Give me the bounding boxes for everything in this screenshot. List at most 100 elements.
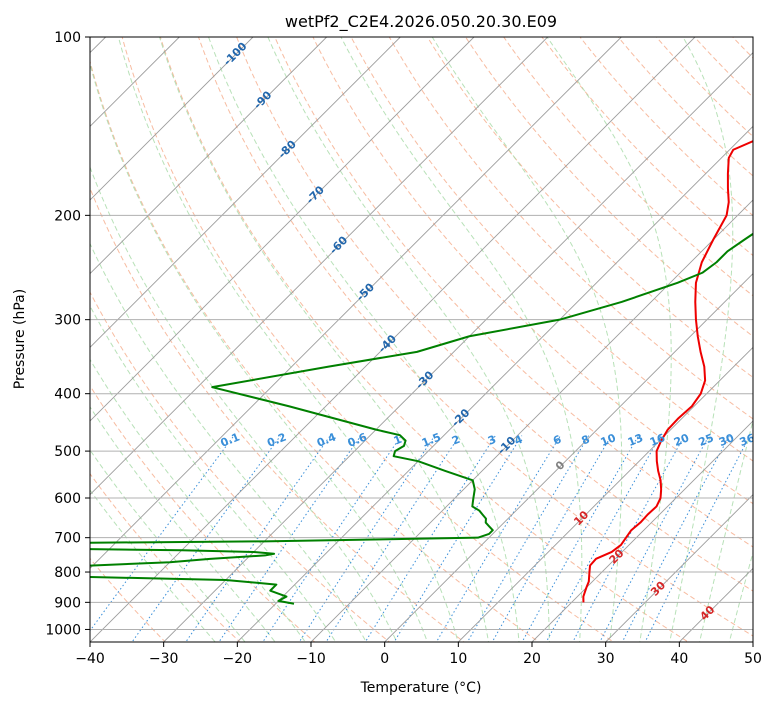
y-tick-label: 800: [54, 565, 81, 581]
dry-adiabat: [90, 186, 465, 642]
dry-adiabat: [655, 37, 753, 138]
x-tick-label: 30: [597, 651, 615, 667]
isotherm-line: [90, 37, 401, 348]
dry-adiabat: [121, 37, 615, 642]
isotherm-label: 0: [553, 458, 568, 473]
isotherm-line: [90, 37, 475, 422]
y-tick-label: 400: [54, 387, 81, 403]
x-tick-label: −30: [149, 651, 179, 667]
mixing-ratio-line: [364, 435, 496, 642]
pressure-grid: [90, 37, 753, 630]
x-tick-label: 0: [380, 651, 389, 667]
temperature-line: [582, 140, 753, 603]
y-axis: 100 200 300 400 500 600 700 800 900 1000: [45, 30, 90, 638]
background-lines: [90, 37, 753, 642]
sounding-series: [90, 140, 753, 605]
mixing-ratio-label: 0.6: [346, 430, 369, 449]
dry-adiabat: [426, 37, 753, 379]
moist-adiabat: [90, 358, 306, 642]
plot-frame: [89, 36, 754, 643]
mixing-ratio-line: [521, 435, 639, 642]
mixing-ratio-label: 0.4: [315, 430, 338, 449]
moist-adiabat: [90, 449, 246, 642]
dry-adiabat: [159, 37, 690, 642]
isotherm-line: [237, 125, 753, 642]
dry-adiabat: [693, 37, 753, 98]
dry-adiabat: [90, 291, 391, 642]
mixing-ratio-label: 20: [672, 431, 691, 449]
moist-adiabat-label: 40: [697, 603, 717, 623]
mixing-ratio-label: 10: [599, 431, 618, 449]
mixing-ratio-label: 36: [738, 431, 757, 449]
y-axis-title: Pressure (hPa): [12, 289, 28, 389]
mixing-ratio-line: [185, 435, 331, 642]
mixing-ratio-line: [325, 435, 460, 642]
mixing-ratio-label: 13: [626, 431, 645, 449]
mixing-ratio-label: 6: [551, 433, 563, 448]
dry-adiabat: [617, 37, 753, 177]
mixing-ratio-label: 1: [392, 433, 404, 448]
isotherm-line: [458, 346, 753, 642]
x-tick-label: −20: [223, 651, 253, 667]
dewpoint-line: [90, 232, 753, 605]
mixing-ratio-line: [599, 435, 710, 642]
mixing-ratio-line: [435, 435, 561, 642]
x-tick-label: −10: [296, 651, 326, 667]
moist-adiabat: [728, 550, 753, 642]
moist-adiabat: [90, 242, 367, 642]
isotherm-label: -100: [221, 39, 250, 68]
moist-adiabat-label: 30: [648, 578, 668, 598]
dry-adiabat: [90, 59, 540, 642]
dry-adiabat: [388, 37, 753, 420]
x-tick-label: 40: [670, 651, 688, 667]
mixing-ratio-line: [491, 435, 612, 642]
dry-adiabat: [541, 37, 753, 257]
mixing-ratio-label: 30: [717, 431, 736, 449]
mixing-ratio-line: [644, 435, 751, 642]
mixing-ratio-line: [572, 435, 685, 642]
dry-adiabat: [464, 37, 753, 337]
dry-adiabat: [236, 37, 753, 592]
isotherm-line: [752, 641, 753, 642]
mixing-ratio-line: [131, 435, 281, 642]
mixing-ratio-line: [545, 435, 661, 642]
isotherm-line: [384, 273, 753, 642]
mixing-ratio-line: [218, 435, 362, 642]
x-tick-label: −40: [75, 651, 105, 667]
mixing-ratio-line: [393, 435, 523, 642]
y-tick-label: 200: [54, 208, 81, 224]
mixing-ratio-line: [466, 435, 590, 642]
isotherm-line: [531, 420, 753, 642]
y-tick-label: 600: [54, 491, 81, 507]
moist-adiabat: [267, 37, 550, 642]
isotherm-label: -70: [304, 183, 327, 206]
mixing-ratio-label: 2: [450, 433, 462, 448]
x-tick-label: 50: [744, 651, 762, 667]
mixing-ratio-label: 16: [648, 431, 667, 449]
dry-adiabat: [90, 384, 316, 642]
moist-adiabat: [699, 418, 753, 642]
moist-adiabat: [208, 37, 520, 642]
mixing-ratio-line: [298, 435, 436, 642]
mixing-ratio-label: 1.5: [420, 430, 443, 449]
dry-adiabat: [503, 37, 753, 297]
x-axis: −40 −30 −20 −10 0 10 20 30 40 50: [75, 642, 762, 667]
isotherm-label: -50: [354, 280, 377, 303]
x-tick-label: 10: [449, 651, 467, 667]
isotherm-line: [679, 567, 753, 642]
y-tick-label: 700: [54, 531, 81, 547]
y-tick-label: 100: [54, 30, 81, 46]
y-tick-label: 1000: [45, 622, 81, 638]
x-axis-title: Temperature (°C): [360, 680, 482, 696]
dry-adiabat: [579, 37, 753, 217]
isotherm-line: [90, 37, 327, 275]
mixing-ratio-label: 3: [486, 433, 498, 448]
isotherm-line: [310, 199, 753, 642]
isotherm-line: [605, 494, 753, 642]
dry-adiabat: [350, 37, 753, 462]
mixing-ratio-line: [90, 435, 235, 632]
moist-adiabat: [90, 304, 337, 642]
y-tick-label: 900: [54, 595, 81, 611]
isotherm-line: [90, 37, 622, 569]
